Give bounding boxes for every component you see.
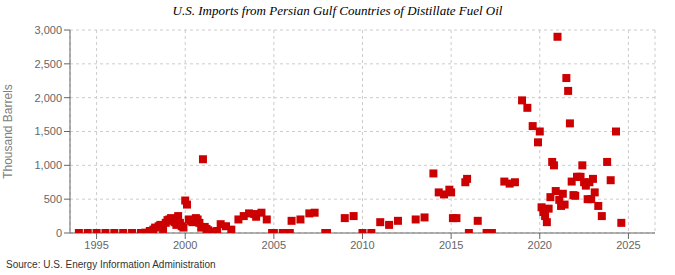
svg-text:2010: 2010	[350, 239, 374, 251]
svg-text:1,500: 1,500	[34, 125, 62, 137]
svg-text:2020: 2020	[528, 239, 552, 251]
svg-text:3,000: 3,000	[34, 24, 62, 36]
svg-text:2,500: 2,500	[34, 58, 62, 70]
svg-text:500: 500	[44, 193, 62, 205]
svg-text:2,000: 2,000	[34, 92, 62, 104]
html-text:U.S. Imports from Persian Gulf: U.S. Imports from Persian Gulf Countries…	[172, 3, 503, 18]
svg-text:2015: 2015	[439, 239, 463, 251]
svg-text:0: 0	[56, 227, 62, 239]
svg-text:2005: 2005	[262, 239, 286, 251]
svg-text:Thousand Barrels: Thousand Barrels	[8, 84, 15, 179]
svg-text:2025: 2025	[616, 239, 640, 251]
html-text:Source: U.S. Energy Informatio: Source: U.S. Energy Information Administ…	[6, 259, 216, 270]
svg-text:1995: 1995	[84, 239, 108, 251]
svg-text:2000: 2000	[173, 239, 197, 251]
svg-text:1,000: 1,000	[34, 159, 62, 171]
